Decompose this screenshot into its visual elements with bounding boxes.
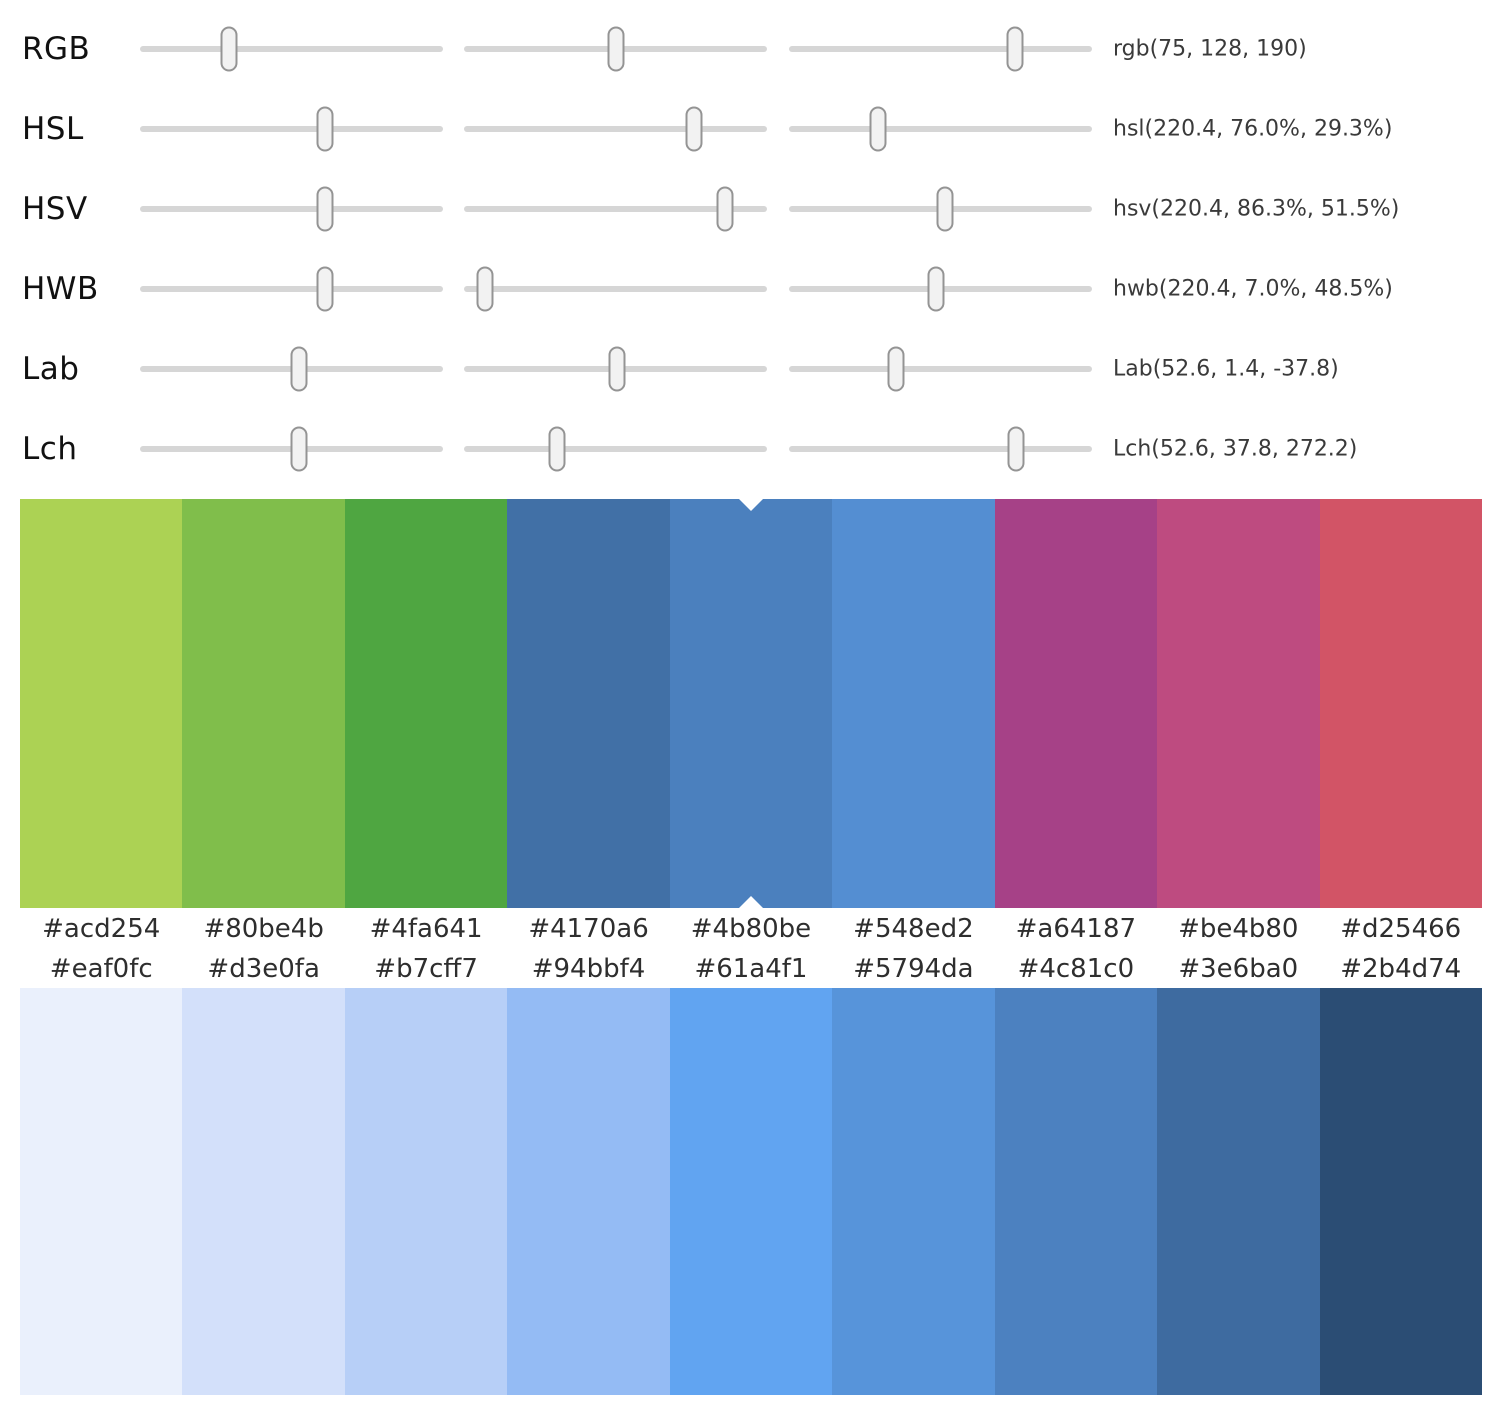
slider-thumb-hsv-ch1[interactable] (316, 186, 334, 232)
hue-hex-label-2: #80be4b (203, 914, 324, 944)
slider-track-hsl-ch3[interactable] (789, 126, 1092, 132)
hue-swatch-7[interactable] (994, 499, 1158, 908)
tint-hex-label-5: #61a4f1 (694, 954, 808, 984)
hue-hex-label-8: #be4b80 (1178, 914, 1299, 944)
tint-hex-label-2: #d3e0fa (207, 954, 320, 984)
tint-hex-labels: #eaf0fc #d3e0fa #b7cff7 #94bbf4 #61a4f1 #5794… (20, 950, 1482, 988)
color-value-text: rgb(75, 128, 190) (1113, 36, 1307, 62)
color-value-text: Lab(52.6, 1.4, -37.8) (1113, 356, 1339, 382)
slider-track-lch-ch2[interactable] (464, 446, 767, 452)
hue-hex-label-7: #a64187 (1015, 914, 1137, 944)
slider-thumb-lab-ch3[interactable] (887, 346, 905, 392)
slider-thumb-lch-ch3[interactable] (1007, 426, 1025, 472)
slider-track-hsv-ch1[interactable] (140, 206, 443, 212)
colorspace-label: Lab (22, 351, 80, 387)
slider-thumb-lch-ch2[interactable] (548, 426, 566, 472)
tint-swatch-4[interactable] (507, 988, 670, 1395)
hue-hex-labels: #acd254 #80be4b #4fa641 #4170a6 #4b80be #548e… (20, 908, 1482, 950)
tint-swatch-1[interactable] (20, 988, 183, 1395)
colorspace-label: HSV (22, 191, 88, 227)
hue-hex-label-3: #4fa641 (369, 914, 483, 944)
slider-thumb-hsl-ch3[interactable] (869, 106, 887, 152)
colorspace-label: Lch (22, 431, 78, 467)
slider-thumb-hwb-ch1[interactable] (316, 266, 334, 312)
slider-track-rgb-ch3[interactable] (789, 46, 1092, 52)
hue-swatch-3[interactable] (344, 499, 508, 908)
hue-swatch-2[interactable] (182, 499, 345, 908)
tint-swatch-9[interactable] (1319, 988, 1482, 1395)
color-value-text: hwb(220.4, 7.0%, 48.5%) (1113, 276, 1393, 302)
tint-swatch-8[interactable] (1157, 988, 1320, 1395)
slider-row-lab: Lab Lab(52.6, 1.4, -37.8) (0, 329, 1501, 409)
colorspace-label: HSL (22, 111, 84, 147)
hue-swatch-8[interactable] (1157, 499, 1320, 908)
tint-hex-label-7: #4c81c0 (1017, 954, 1135, 984)
tint-palette (20, 988, 1482, 1395)
slider-thumb-hsl-ch2[interactable] (685, 106, 703, 152)
slider-thumb-hsv-ch3[interactable] (936, 186, 954, 232)
hue-swatch-6[interactable] (832, 499, 995, 908)
tint-swatch-6[interactable] (832, 988, 995, 1395)
tint-hex-label-4: #94bbf4 (531, 954, 646, 984)
slider-track-hsl-ch2[interactable] (464, 126, 767, 132)
hue-hex-label-9: #d25466 (1340, 914, 1462, 944)
slider-thumb-hsl-ch1[interactable] (316, 106, 334, 152)
colorspace-label: HWB (22, 271, 99, 307)
hue-swatch-4[interactable] (507, 499, 670, 908)
slider-track-hwb-ch2[interactable] (464, 286, 767, 292)
tint-swatch-5[interactable] (669, 988, 833, 1395)
slider-track-hsv-ch2[interactable] (464, 206, 767, 212)
slider-thumb-lch-ch1[interactable] (290, 426, 308, 472)
tint-hex-label-6: #5794da (853, 954, 974, 984)
color-value-text: Lch(52.6, 37.8, 272.2) (1113, 436, 1358, 462)
slider-track-rgb-ch1[interactable] (140, 46, 443, 52)
color-value-text: hsv(220.4, 86.3%, 51.5%) (1113, 196, 1400, 222)
tint-hex-label-1: #eaf0fc (49, 954, 153, 984)
hue-hex-label-5: #4b80be (690, 914, 812, 944)
hue-swatch-9[interactable] (1319, 499, 1482, 908)
tint-hex-label-9: #2b4d74 (1340, 954, 1462, 984)
hue-hex-label-4: #4170a6 (528, 914, 649, 944)
tint-swatch-2[interactable] (182, 988, 345, 1395)
tint-swatch-7[interactable] (994, 988, 1158, 1395)
hue-hex-label-6: #548ed2 (853, 914, 974, 944)
slider-track-lab-ch3[interactable] (789, 366, 1092, 372)
slider-thumb-lab-ch1[interactable] (290, 346, 308, 392)
slider-thumb-rgb-ch3[interactable] (1006, 26, 1024, 72)
slider-track-hwb-ch1[interactable] (140, 286, 443, 292)
slider-thumb-hwb-ch2[interactable] (476, 266, 494, 312)
slider-thumb-rgb-ch2[interactable] (607, 26, 625, 72)
tint-hex-label-3: #b7cff7 (374, 954, 478, 984)
hue-palette (20, 499, 1482, 908)
slider-thumb-rgb-ch1[interactable] (220, 26, 238, 72)
tint-hex-label-8: #3e6ba0 (1178, 954, 1299, 984)
slider-thumb-lab-ch2[interactable] (608, 346, 626, 392)
slider-row-hwb: HWB hwb(220.4, 7.0%, 48.5%) (0, 249, 1501, 329)
hue-swatch-1[interactable] (20, 499, 183, 908)
slider-row-hsv: HSV hsv(220.4, 86.3%, 51.5%) (0, 169, 1501, 249)
slider-track-lch-ch3[interactable] (789, 446, 1092, 452)
slider-thumb-hwb-ch3[interactable] (927, 266, 945, 312)
slider-row-hsl: HSL hsl(220.4, 76.0%, 29.3%) (0, 89, 1501, 169)
slider-thumb-hsv-ch2[interactable] (716, 186, 734, 232)
slider-track-hsl-ch1[interactable] (140, 126, 443, 132)
tint-swatch-3[interactable] (344, 988, 508, 1395)
hue-hex-label-1: #acd254 (42, 914, 161, 944)
colorspace-label: RGB (22, 31, 91, 67)
hue-swatch-5-selected[interactable] (669, 499, 833, 908)
slider-row-rgb: RGB rgb(75, 128, 190) (0, 9, 1501, 89)
slider-row-lch: Lch Lch(52.6, 37.8, 272.2) (0, 409, 1501, 489)
color-value-text: hsl(220.4, 76.0%, 29.3%) (1113, 116, 1393, 142)
